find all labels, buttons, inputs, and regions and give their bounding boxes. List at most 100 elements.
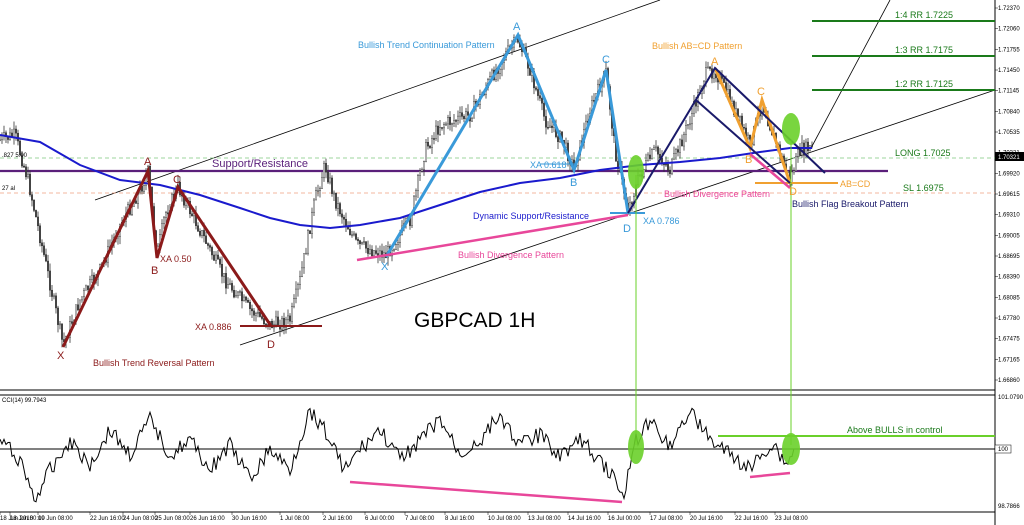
pivot-label: X [57,350,65,362]
candle-body [375,250,378,254]
candle-body [198,230,201,236]
candle-body [283,318,286,328]
pivot-label: B [151,265,158,277]
candle-body [224,273,227,289]
candle-body [357,239,360,241]
time-tick-label: 18 Jun 2018 [0,516,34,522]
candle-body [275,316,278,325]
price-tick-label: 1.69005 [998,233,1020,239]
candle-body [537,89,540,96]
candle-body [807,141,810,152]
candle-body [41,242,44,247]
divergence-indicator-line-1 [349,480,623,504]
pivot-label: D [789,186,797,198]
candle-body [238,291,241,293]
candle-body [363,241,366,243]
candle-body [337,203,340,209]
candle-body [547,127,550,129]
candle-body [339,203,342,215]
label-xa-0886: XA 0.886 [195,322,232,332]
candle-body [51,289,54,297]
candle-body [31,194,34,201]
candle-body [263,318,266,325]
candle-body [331,177,334,194]
time-tick-label: 16 Jul 00:00 [608,516,641,522]
label-xa-0618: XA 0.618 [530,160,567,170]
candle-body [12,128,15,138]
price-tick-label: 1.70535 [998,130,1020,136]
label-abcd-completion: AB=CD [840,179,871,189]
price-tick-label: 1.67165 [998,357,1020,363]
divergence-indicator-line-2 [749,471,791,479]
candle-body [657,146,660,155]
indicator-name: CCI(14) 99.7943 [2,398,47,404]
time-tick-label: 7 Jul 08:00 [405,516,435,522]
time-tick-label: 8 Jul 16:00 [445,516,475,522]
candle-body [457,115,460,121]
moving-average-line [0,134,812,230]
candle-body [250,308,253,312]
label-divergence-2: Bullish Divergence Pattern [664,189,770,199]
candle-body [214,254,217,261]
divergence-price-line-2 [749,153,791,189]
candle-body [309,230,312,234]
candle-body [529,68,532,76]
indicator-highlight-2 [782,433,800,465]
candle-body [230,283,233,291]
candle-body [687,124,690,126]
candle-body [415,190,418,197]
candle-body [381,250,384,258]
time-tick-label: 17 Jul 08:00 [650,516,683,522]
candle-body [321,177,324,189]
candle-body [45,254,48,262]
candle-body [226,284,229,289]
candle-body [212,254,215,261]
time-tick-label: 10 Jul 08:00 [488,516,521,522]
level-label-rr13: 1:3 RR 1.7175 [895,45,953,55]
candle-body [471,117,474,122]
candle-body [27,173,30,178]
candle-body [323,163,326,179]
candle-body [439,127,442,135]
candle-body [343,216,346,220]
candle-body [617,161,620,170]
candle-body [539,95,542,99]
pivot-label: D [623,223,631,235]
candle-body [395,244,398,250]
candle-body [222,273,225,277]
candle-body [749,134,752,140]
candle-body [669,169,672,174]
candle-body [649,154,652,159]
candle-body [281,318,284,330]
candle-body [319,188,322,191]
candle-body [202,230,205,237]
pivot-label: A [711,56,719,68]
time-tick-label: 13 Jul 08:00 [528,516,561,522]
label-xa-0786: XA 0.786 [643,216,680,226]
channel-upper-line [94,0,661,201]
candle-body [218,258,221,265]
candle-body [196,225,199,232]
price-tick-label: 1.71755 [998,47,1020,53]
candle-body [437,125,440,135]
candle-body [76,304,79,311]
candle-body [59,323,62,326]
divergence-price-line-1 [356,213,629,262]
breakout-projection-line [809,0,891,151]
candle-body [737,108,740,117]
candle-body [743,127,746,129]
candle-body [82,290,85,298]
current-price-box [995,152,1024,161]
time-tick-label: 19 Jun 08:00 [38,516,73,522]
candle-body [371,249,374,257]
indicator-tick: 98.7866 [998,504,1020,510]
time-tick-label: 30 Jun 16:00 [232,516,267,522]
candle-body [449,117,452,125]
entry-highlight-2 [782,113,800,145]
flag-lower-line [695,99,791,184]
candle-body [210,247,213,256]
indicator-highlight-1 [628,430,644,464]
candle-body [232,290,235,298]
candle-body [545,116,548,128]
current-price-label: 1.70321 [998,155,1020,161]
